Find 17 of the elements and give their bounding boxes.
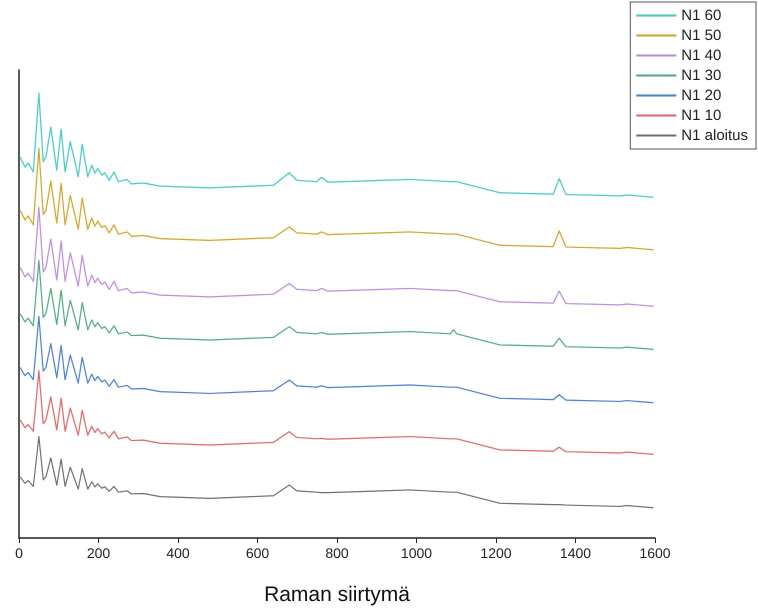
x-tick-label: 200	[86, 545, 110, 561]
x-tick-label: 400	[166, 545, 190, 561]
legend-label: N1 60	[681, 7, 722, 24]
x-tick-label: 1400	[560, 545, 592, 561]
x-tick-label: 600	[246, 545, 270, 561]
legend-label: N1 aloitus	[681, 127, 748, 144]
x-tick-label: 1200	[480, 545, 512, 561]
x-tick-label: 1000	[400, 545, 432, 561]
x-tick-label: 800	[325, 545, 349, 561]
x-axis-title: Raman siirtymä	[264, 583, 410, 606]
x-tick-label: 0	[15, 545, 24, 561]
legend-label: N1 40	[681, 47, 722, 64]
legend-label: N1 50	[681, 27, 722, 44]
legend-label: N1 30	[681, 67, 722, 84]
legend-label: N1 10	[681, 107, 722, 124]
legend-label: N1 20	[681, 87, 722, 104]
x-tick-label: 1600	[639, 545, 671, 561]
